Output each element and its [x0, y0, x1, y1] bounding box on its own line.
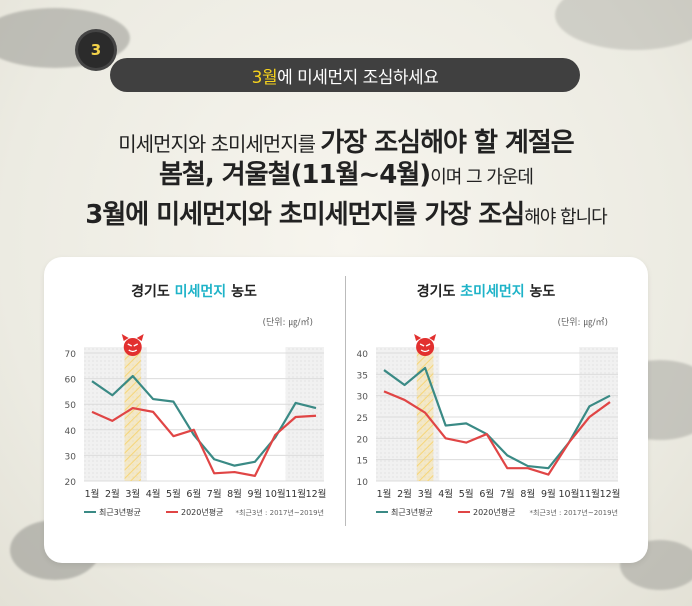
x-tick-label: 11월 — [285, 488, 306, 500]
x-tick-label: 11월 — [579, 488, 600, 500]
headline-text: 해야 합니다 — [524, 207, 608, 228]
devil-eye-icon — [419, 343, 425, 347]
banner-text: 에 미세먼지 조심하세요 — [277, 67, 439, 88]
headline-line-2: 봄철, 겨울철(11월~4월)이며 그 가운데 — [0, 154, 692, 191]
y-tick-label: 60 — [65, 376, 77, 386]
unit-label: (단위: ㎍/㎥) — [262, 317, 313, 328]
x-tick-label: 8월 — [520, 488, 535, 500]
x-tick-label: 12월 — [306, 488, 327, 500]
banner-highlight: 3월 — [251, 67, 278, 88]
headline-emphasis: 3월에 미세먼지와 초미세먼지를 가장 조심 — [85, 200, 525, 230]
y-tick-label: 35 — [357, 371, 368, 381]
footnote: *최근3년 : 2017년~2019년 — [236, 508, 324, 517]
y-tick-label: 10 — [357, 478, 369, 488]
devil-eye-icon — [133, 343, 139, 347]
x-tick-label: 7월 — [207, 488, 222, 500]
devil-horn-icon — [136, 334, 144, 341]
devil-mouth-icon — [420, 349, 430, 353]
march-highlight-band — [124, 347, 141, 481]
unit-label: (단위: ㎍/㎥) — [557, 317, 608, 328]
headline-text: 이며 그 가운데 — [430, 167, 534, 188]
legend-label: 2020년평균 — [181, 507, 223, 517]
x-tick-label: 6월 — [479, 488, 494, 500]
x-tick-label: 8월 — [227, 488, 242, 500]
season-band — [285, 347, 324, 481]
headline-text: 미세먼지와 초미세먼지를 — [118, 132, 321, 156]
y-tick-label: 25 — [357, 414, 368, 424]
headline-emphasis: 가장 조심해야 할 계절은 — [320, 128, 574, 158]
y-tick-label: 40 — [65, 427, 77, 437]
virus-icon: 3 — [78, 32, 114, 68]
devil-face-icon — [123, 338, 142, 356]
x-tick-label: 2월 — [105, 488, 120, 500]
x-tick-label: 5월 — [166, 488, 181, 500]
devil-mouth-icon — [128, 349, 138, 353]
x-tick-label: 9월 — [541, 488, 556, 500]
headline-line-1: 미세먼지와 초미세먼지를 가장 조심해야 할 계절은 — [0, 122, 692, 159]
banner: 3월 에 미세먼지 조심하세요 — [110, 58, 580, 92]
footnote: *최근3년 : 2017년~2019년 — [530, 508, 618, 517]
x-tick-label: 3월 — [418, 488, 433, 500]
x-tick-label: 6월 — [186, 488, 201, 500]
x-tick-label: 7월 — [500, 488, 515, 500]
legend-label: 최근3년평균 — [391, 507, 433, 517]
devil-eye-icon — [127, 343, 133, 347]
chart-title: 경기도 미세먼지 농도 — [131, 283, 257, 300]
y-tick-label: 20 — [65, 478, 77, 488]
x-tick-label: 10월 — [558, 488, 579, 500]
x-tick-label: 3월 — [125, 488, 140, 500]
x-tick-label: 4월 — [438, 488, 453, 500]
chart-title: 경기도 초미세먼지 농도 — [417, 283, 556, 300]
devil-eye-icon — [425, 343, 431, 347]
y-tick-label: 30 — [357, 393, 369, 403]
x-tick-label: 5월 — [459, 488, 474, 500]
x-tick-label: 1월 — [377, 488, 392, 500]
y-tick-label: 30 — [65, 452, 77, 462]
series-line-2020 — [383, 390, 611, 476]
chart-divider — [345, 276, 346, 526]
headline-line-3: 3월에 미세먼지와 초미세먼지를 가장 조심해야 합니다 — [0, 194, 692, 231]
y-tick-label: 70 — [65, 350, 77, 360]
legend-label: 최근3년평균 — [99, 507, 141, 517]
devil-horn-icon — [121, 334, 129, 341]
x-tick-label: 12월 — [600, 488, 621, 500]
y-tick-label: 20 — [357, 435, 369, 445]
x-tick-label: 4월 — [146, 488, 161, 500]
x-tick-label: 1월 — [85, 488, 100, 500]
x-tick-label: 9월 — [248, 488, 263, 500]
devil-horn-icon — [414, 334, 422, 341]
headline-emphasis: 봄철, 겨울철(11월~4월) — [158, 160, 431, 190]
y-tick-label: 50 — [65, 401, 77, 411]
devil-face-icon — [416, 338, 435, 356]
x-tick-label: 2월 — [397, 488, 412, 500]
series-line-2020 — [91, 406, 317, 477]
series-line-recent — [383, 366, 611, 470]
y-tick-label: 40 — [357, 350, 369, 360]
legend-label: 2020년평균 — [473, 507, 515, 517]
devil-horn-icon — [429, 334, 437, 341]
y-tick-label: 15 — [357, 457, 368, 467]
x-tick-label: 10월 — [265, 488, 286, 500]
